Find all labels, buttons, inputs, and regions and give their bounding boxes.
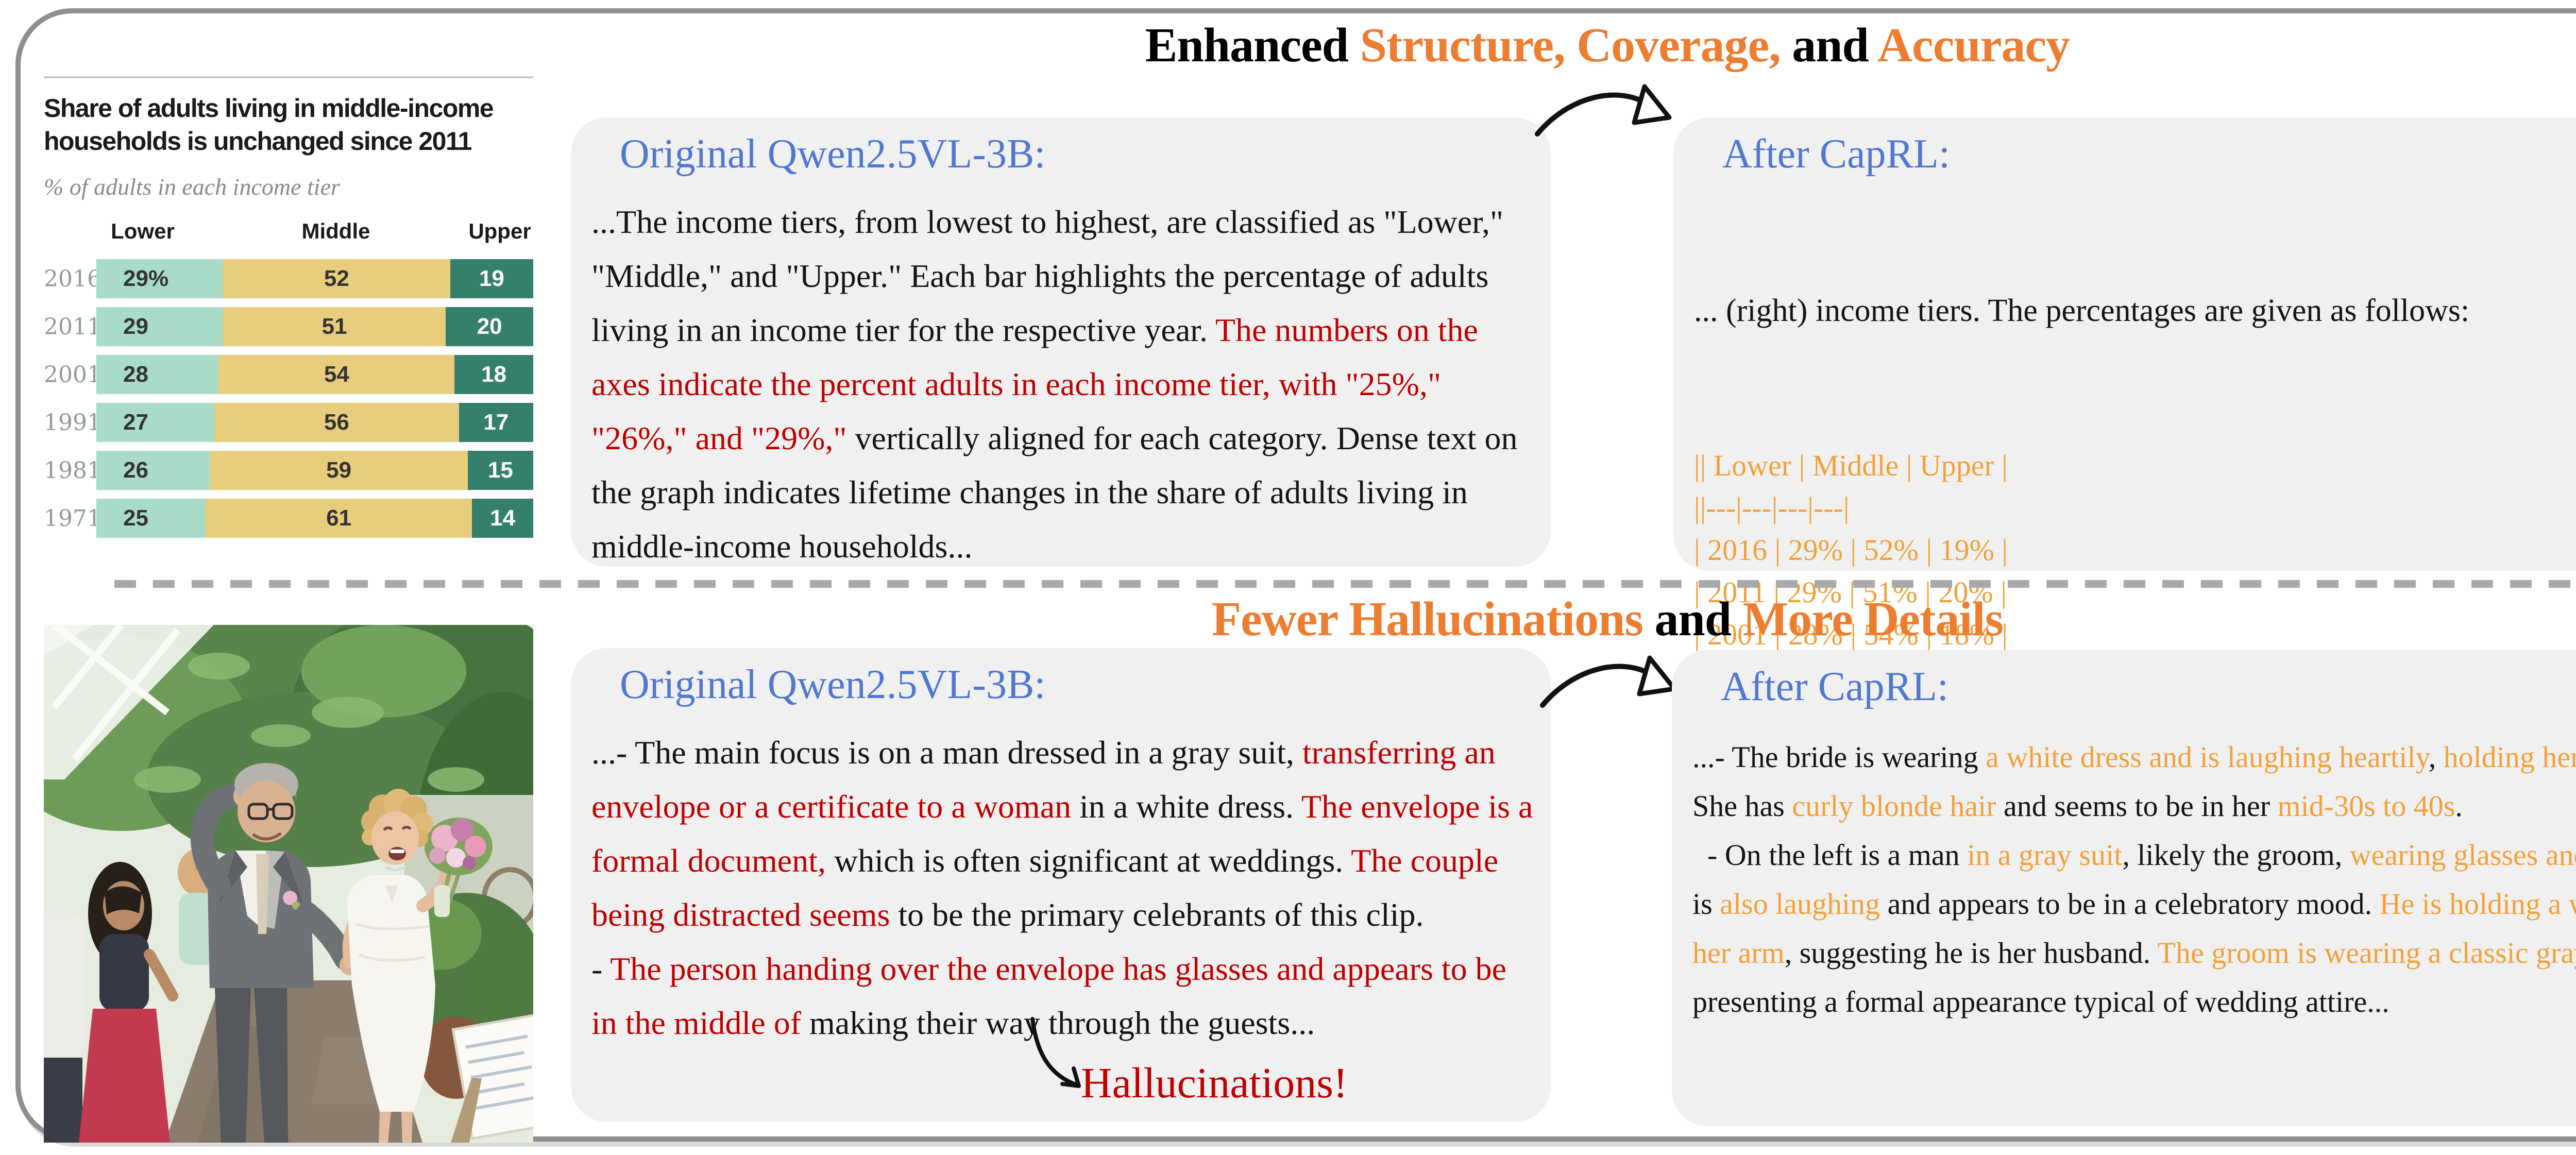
caprl-bottom-panel: After CapRL: ...- The bride is wearing a… xyxy=(1672,650,2576,1126)
bottom-section-title: Fewer Hallucinations and More Details xyxy=(1211,592,2004,646)
income-tier-chart: Share of adults living in middle-income … xyxy=(44,76,533,547)
wedding-photo xyxy=(44,625,533,1143)
year-label: 2001 xyxy=(44,361,101,388)
bar-lower-2016: 29% xyxy=(96,259,223,298)
bar-lower-1971: 25 xyxy=(96,499,206,538)
bar-middle-2016: 52 xyxy=(223,259,450,298)
qwen-bottom-header: Original Qwen2.5VL-3B: xyxy=(620,662,1046,707)
bar-upper-2001: 18 xyxy=(454,355,533,394)
bride-figure xyxy=(342,789,493,1143)
groom-figure xyxy=(191,763,360,1143)
chart-row-1991: 1991 27 56 17 xyxy=(44,403,533,442)
markdown-table-line: | 2016 | 29% | 52% | 19% | xyxy=(1694,533,2008,567)
hallucinations-label: Hallucinations! xyxy=(1081,1059,1348,1107)
qwen-bottom-panel: Original Qwen2.5VL-3B: ...- The main foc… xyxy=(571,648,1551,1122)
chart-row-2011: 2011 29 51 20 xyxy=(44,307,533,346)
chart-title: Share of adults living in middle-income … xyxy=(44,94,494,156)
markdown-table-line: || Lower | Middle | Upper | xyxy=(1694,449,2008,482)
bar-upper-2011: 20 xyxy=(446,307,533,346)
sign-board xyxy=(451,1013,533,1141)
caprl-top-panel: After CapRL: ... (right) income tiers. T… xyxy=(1673,117,2576,778)
column-header-lower: Lower xyxy=(111,219,175,243)
bar-lower-2011: 29 xyxy=(96,307,223,346)
chart-row-2016: 2016 29% 52 19 xyxy=(44,259,533,298)
bar-middle-1971: 61 xyxy=(206,499,472,538)
year-label: 1991 xyxy=(44,409,101,436)
chart-row-1971: 1971 25 61 14 xyxy=(44,499,533,538)
bar-middle-1991: 56 xyxy=(214,403,459,442)
arrow-top-icon xyxy=(1535,84,1672,137)
bar-middle-1981: 59 xyxy=(210,451,468,490)
year-label: 2011 xyxy=(44,313,101,340)
qwen-top-body: ...The income tiers, from lowest to high… xyxy=(591,203,1526,565)
chart-row-1981: 1981 26 59 15 xyxy=(44,451,533,490)
year-label: 1981 xyxy=(44,457,101,484)
guest-figure xyxy=(79,862,178,1143)
figure-border xyxy=(15,8,2576,1142)
bar-middle-2011: 51 xyxy=(223,307,446,346)
chart-rows: 2016 29% 52 19 2011 29 51 20 2001 28 54 18 1991 27 56 1… xyxy=(44,259,533,538)
column-header-middle: Middle xyxy=(301,219,370,243)
bar-lower-1991: 27 xyxy=(96,403,214,442)
bar-lower-1981: 26 xyxy=(96,451,210,490)
chart-row-2001: 2001 28 54 18 xyxy=(44,355,533,394)
column-header-upper: Upper xyxy=(468,219,531,243)
year-label: 2016 xyxy=(44,265,101,292)
bar-upper-2016: 19 xyxy=(450,259,533,298)
markdown-table-line: | 2001 | 28% | 54% | 18% | xyxy=(1694,618,2008,651)
caprl-top-intro: ... (right) income tiers. The percentage… xyxy=(1694,293,2470,328)
dashed-divider xyxy=(114,580,2576,588)
wedding-photo-illustration xyxy=(44,625,533,1143)
arrow-bottom-icon xyxy=(1540,655,1677,708)
qwen-bottom-body: ...- The main focus is on a man dressed … xyxy=(591,734,1541,1041)
caprl-bottom-body: ...- The bride is wearing a white dress … xyxy=(1692,740,2576,1018)
bar-upper-1981: 15 xyxy=(467,451,533,490)
year-label: 1971 xyxy=(44,505,101,532)
chart-column-headers: Lower Middle Upper xyxy=(44,219,533,246)
bar-middle-2001: 54 xyxy=(218,355,455,394)
top-section-title: Enhanced Structure, Coverage, and Accura… xyxy=(1145,19,2070,72)
bar-upper-1991: 17 xyxy=(459,403,533,442)
markdown-table-line: ||---|---|---|---| xyxy=(1694,491,1850,524)
chart-subtitle: % of adults in each income tier xyxy=(44,174,340,200)
caprl-top-header: After CapRL: xyxy=(1722,131,1951,177)
qwen-top-panel: Original Qwen2.5VL-3B: ...The income tie… xyxy=(571,117,1551,567)
bar-upper-1971: 14 xyxy=(472,499,533,538)
hallucinations-arrow-icon xyxy=(1030,1017,1081,1088)
qwen-top-header: Original Qwen2.5VL-3B: xyxy=(620,131,1046,177)
caprl-bottom-header: After CapRL: xyxy=(1721,664,1949,709)
bar-lower-2001: 28 xyxy=(96,355,219,394)
